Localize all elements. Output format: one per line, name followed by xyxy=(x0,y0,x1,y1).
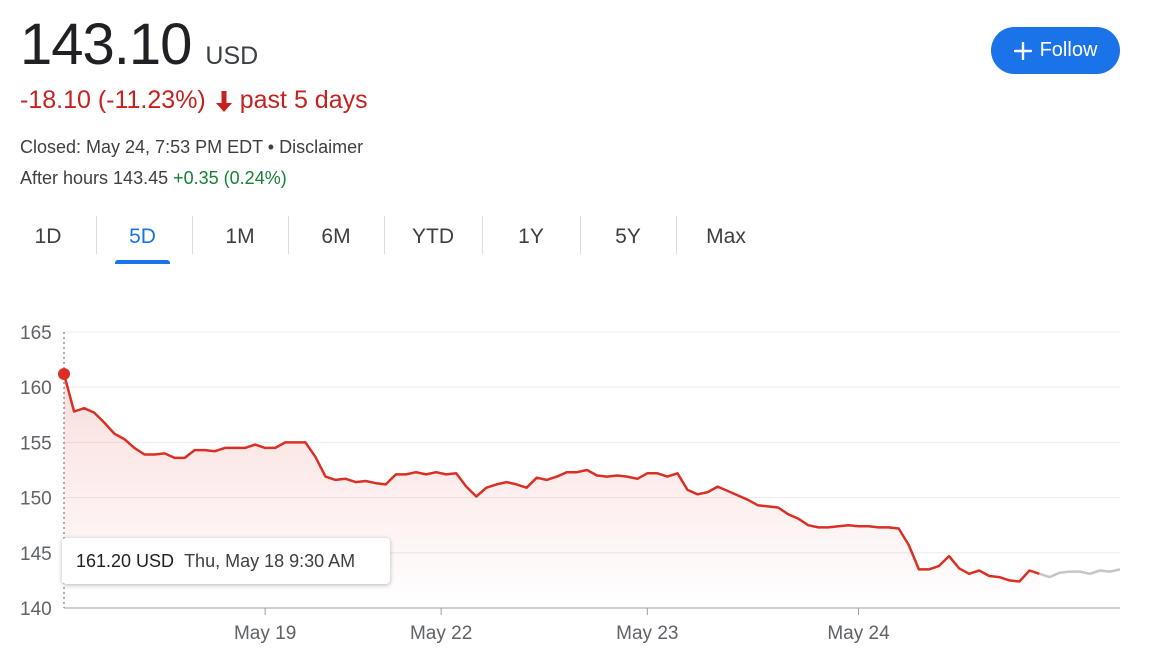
x-tick-label: May 23 xyxy=(616,623,678,644)
tab-1y[interactable]: 1Y xyxy=(482,214,580,260)
tab-label: Max xyxy=(706,225,746,248)
tab-5y[interactable]: 5Y xyxy=(580,214,676,260)
tab-separator xyxy=(580,216,581,254)
plus-icon xyxy=(1013,41,1032,60)
follow-button[interactable]: Follow xyxy=(991,27,1120,74)
y-tick-label: 155 xyxy=(20,433,52,454)
tab-6m[interactable]: 6M xyxy=(288,214,384,260)
change-period: past 5 days xyxy=(239,86,368,114)
price-chart[interactable]: 165 160 155 150 145 140 May 19 May 22 May 23 May… xyxy=(0,300,1170,663)
y-tick-label: 165 xyxy=(20,323,52,344)
price-row: 143.10 USD xyxy=(20,12,258,78)
tab-label: 6M xyxy=(321,225,351,248)
y-tick-label: 145 xyxy=(20,544,52,565)
arrow-down-icon xyxy=(215,90,232,112)
follow-label: Follow xyxy=(1039,39,1098,61)
tab-label: 1M xyxy=(225,225,255,248)
tab-1m[interactable]: 1M xyxy=(192,214,288,260)
y-tick-label: 160 xyxy=(20,378,52,399)
tab-label: 1D xyxy=(34,225,62,248)
tab-separator xyxy=(192,216,193,254)
tab-1d[interactable]: 1D xyxy=(0,214,96,260)
x-tick-label: May 24 xyxy=(827,623,890,644)
x-tick-label: May 22 xyxy=(410,623,472,644)
active-tab-indicator xyxy=(115,260,170,264)
disclaimer-link[interactable]: Disclaimer xyxy=(279,137,364,157)
tab-label: 1Y xyxy=(518,225,544,248)
range-tabs: 1D 5D 1M 6M YTD 1Y 5Y Max xyxy=(0,214,790,264)
tab-separator xyxy=(288,216,289,254)
closed-text: Closed: May 24, 7:53 PM EDT xyxy=(20,137,263,157)
tab-separator xyxy=(676,216,677,254)
y-tick-label: 140 xyxy=(20,599,52,620)
tooltip-value: 161.20 USD xyxy=(76,550,175,571)
market-status: Closed: May 24, 7:53 PM EDT • Disclaimer xyxy=(20,137,363,158)
tab-5d[interactable]: 5D xyxy=(115,214,170,264)
chart-tooltip: 161.20 USD Thu, May 18 9:30 AM xyxy=(62,538,390,584)
price-change-row: -18.10 (-11.23%) past 5 days xyxy=(20,86,368,115)
after-hours-change: +0.35 (0.24%) xyxy=(173,168,287,188)
y-tick-label: 150 xyxy=(20,489,52,510)
hover-point xyxy=(58,367,70,380)
tab-max[interactable]: Max xyxy=(676,214,776,260)
after-hours-price: After hours 143.45 xyxy=(20,168,169,188)
x-tick-label: May 19 xyxy=(234,623,296,644)
price-change: -18.10 (-11.23%) xyxy=(20,86,206,114)
tab-label: YTD xyxy=(412,225,454,248)
tab-label: 5D xyxy=(129,225,156,248)
after-hours-line xyxy=(1039,568,1121,579)
tab-ytd[interactable]: YTD xyxy=(384,214,482,260)
price-line xyxy=(62,373,1040,583)
tab-label: 5Y xyxy=(615,225,641,248)
after-hours: After hours 143.45 +0.35 (0.24%) xyxy=(20,168,287,189)
tab-separator xyxy=(482,216,483,254)
tab-separator xyxy=(384,216,385,254)
currency-label: USD xyxy=(205,42,259,70)
tab-separator xyxy=(96,216,97,254)
bullet-separator: • xyxy=(262,137,280,157)
current-price: 143.10 xyxy=(20,12,192,77)
tooltip-date: Thu, May 18 9:30 AM xyxy=(184,550,356,571)
